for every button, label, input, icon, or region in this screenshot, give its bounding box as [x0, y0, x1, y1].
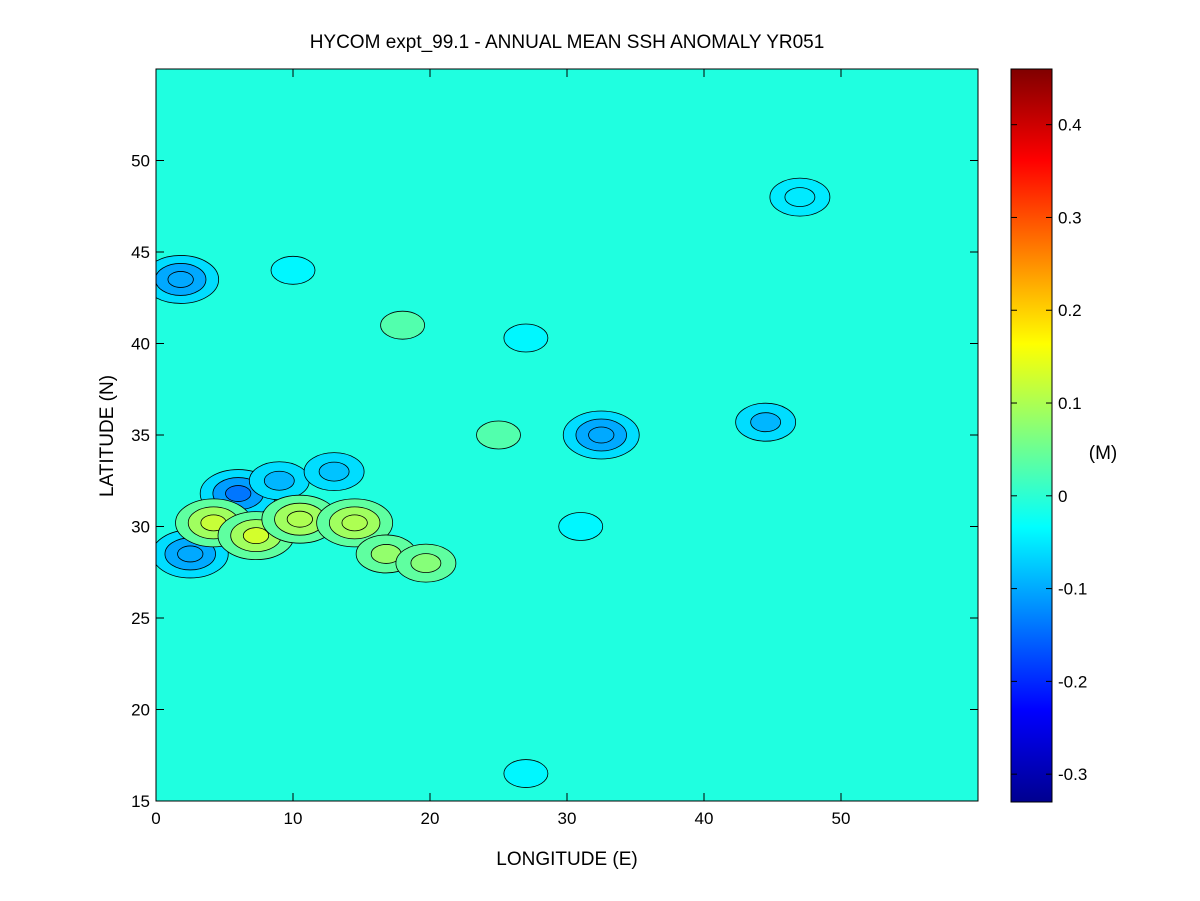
anomaly-feature: [769, 177, 831, 217]
contour-level: [750, 412, 782, 433]
colorbar-tick-label: -0.3: [1058, 765, 1087, 784]
anomaly-feature: [270, 255, 316, 285]
colorbar-tick-label: 0.1: [1058, 394, 1082, 413]
colorbar-tick-label: -0.1: [1058, 580, 1087, 599]
contour-level: [476, 420, 521, 450]
x-tick-label: 10: [284, 809, 303, 828]
y-tick-label: 50: [131, 152, 150, 171]
y-tick-label: 45: [131, 243, 150, 262]
colorbar-tick-label: 0.3: [1058, 208, 1082, 227]
contour-level: [503, 323, 549, 353]
x-axis-label: LONGITUDE (E): [496, 849, 637, 870]
colorbar-label: (M): [1089, 443, 1117, 464]
contour-level: [167, 271, 194, 288]
colorbar-tick-label: 0.4: [1058, 116, 1082, 135]
colorbar: 0.4 0.3 0.2 0.1 0 -0.1 -0.2 -0.3 (M): [1010, 68, 1117, 803]
contour-level: [341, 514, 368, 532]
contour-level: [242, 527, 270, 545]
x-tick-label: 20: [421, 809, 440, 828]
contour-level: [558, 512, 604, 541]
anomaly-feature: [380, 310, 426, 340]
y-tick-label: 35: [131, 426, 150, 445]
contour-level: [380, 310, 426, 340]
colorbar-tick-label: 0.2: [1058, 301, 1082, 320]
anomaly-feature: [562, 410, 640, 460]
y-tick-label: 30: [131, 518, 150, 537]
x-axis: 0 10 20 30 40 50: [151, 69, 850, 828]
colorbar-ticks: 0.4 0.3 0.2 0.1 0 -0.1 -0.2 -0.3: [1011, 116, 1087, 784]
y-tick-label: 20: [131, 701, 150, 720]
contour-level: [784, 187, 816, 208]
contour-level: [270, 255, 316, 285]
y-tick-label: 40: [131, 335, 150, 354]
x-tick-label: 50: [832, 809, 851, 828]
anomaly-feature: [395, 543, 457, 583]
y-tick-label: 15: [131, 792, 150, 811]
anomaly-feature: [558, 512, 604, 541]
chart-title: HYCOM expt_99.1 - ANNUAL MEAN SSH ANOMAL…: [310, 32, 825, 53]
anomaly-feature: [316, 498, 394, 548]
colorbar-tick-label: 0: [1058, 487, 1067, 506]
ssh-field: [156, 177, 831, 788]
x-tick-label: 40: [695, 809, 714, 828]
colorbar-tick-label: -0.2: [1058, 672, 1087, 691]
anomaly-feature: [156, 255, 220, 304]
anomaly-feature: [476, 420, 521, 450]
contour-level: [263, 470, 295, 491]
contour-level: [410, 553, 442, 573]
contour-level: [318, 461, 350, 482]
anomaly-feature: [735, 402, 797, 442]
contour-level: [286, 510, 313, 528]
y-axis-label: LATITUDE (N): [97, 375, 118, 497]
contour-level: [225, 485, 252, 502]
anomaly-feature: [303, 452, 365, 492]
anomaly-feature: [503, 759, 549, 788]
plot-area: [155, 68, 979, 802]
x-tick-label: 0: [151, 809, 160, 828]
anomaly-feature: [503, 323, 549, 353]
contour-level: [503, 759, 549, 788]
x-tick-label: 30: [558, 809, 577, 828]
contour-level: [177, 545, 204, 563]
colorbar-gradient: [1010, 68, 1053, 803]
y-tick-label: 25: [131, 609, 150, 628]
contour-level: [588, 426, 615, 444]
y-axis: 15 20 25 30 35 40 45 50: [131, 152, 978, 811]
anomaly-feature: [248, 461, 310, 501]
